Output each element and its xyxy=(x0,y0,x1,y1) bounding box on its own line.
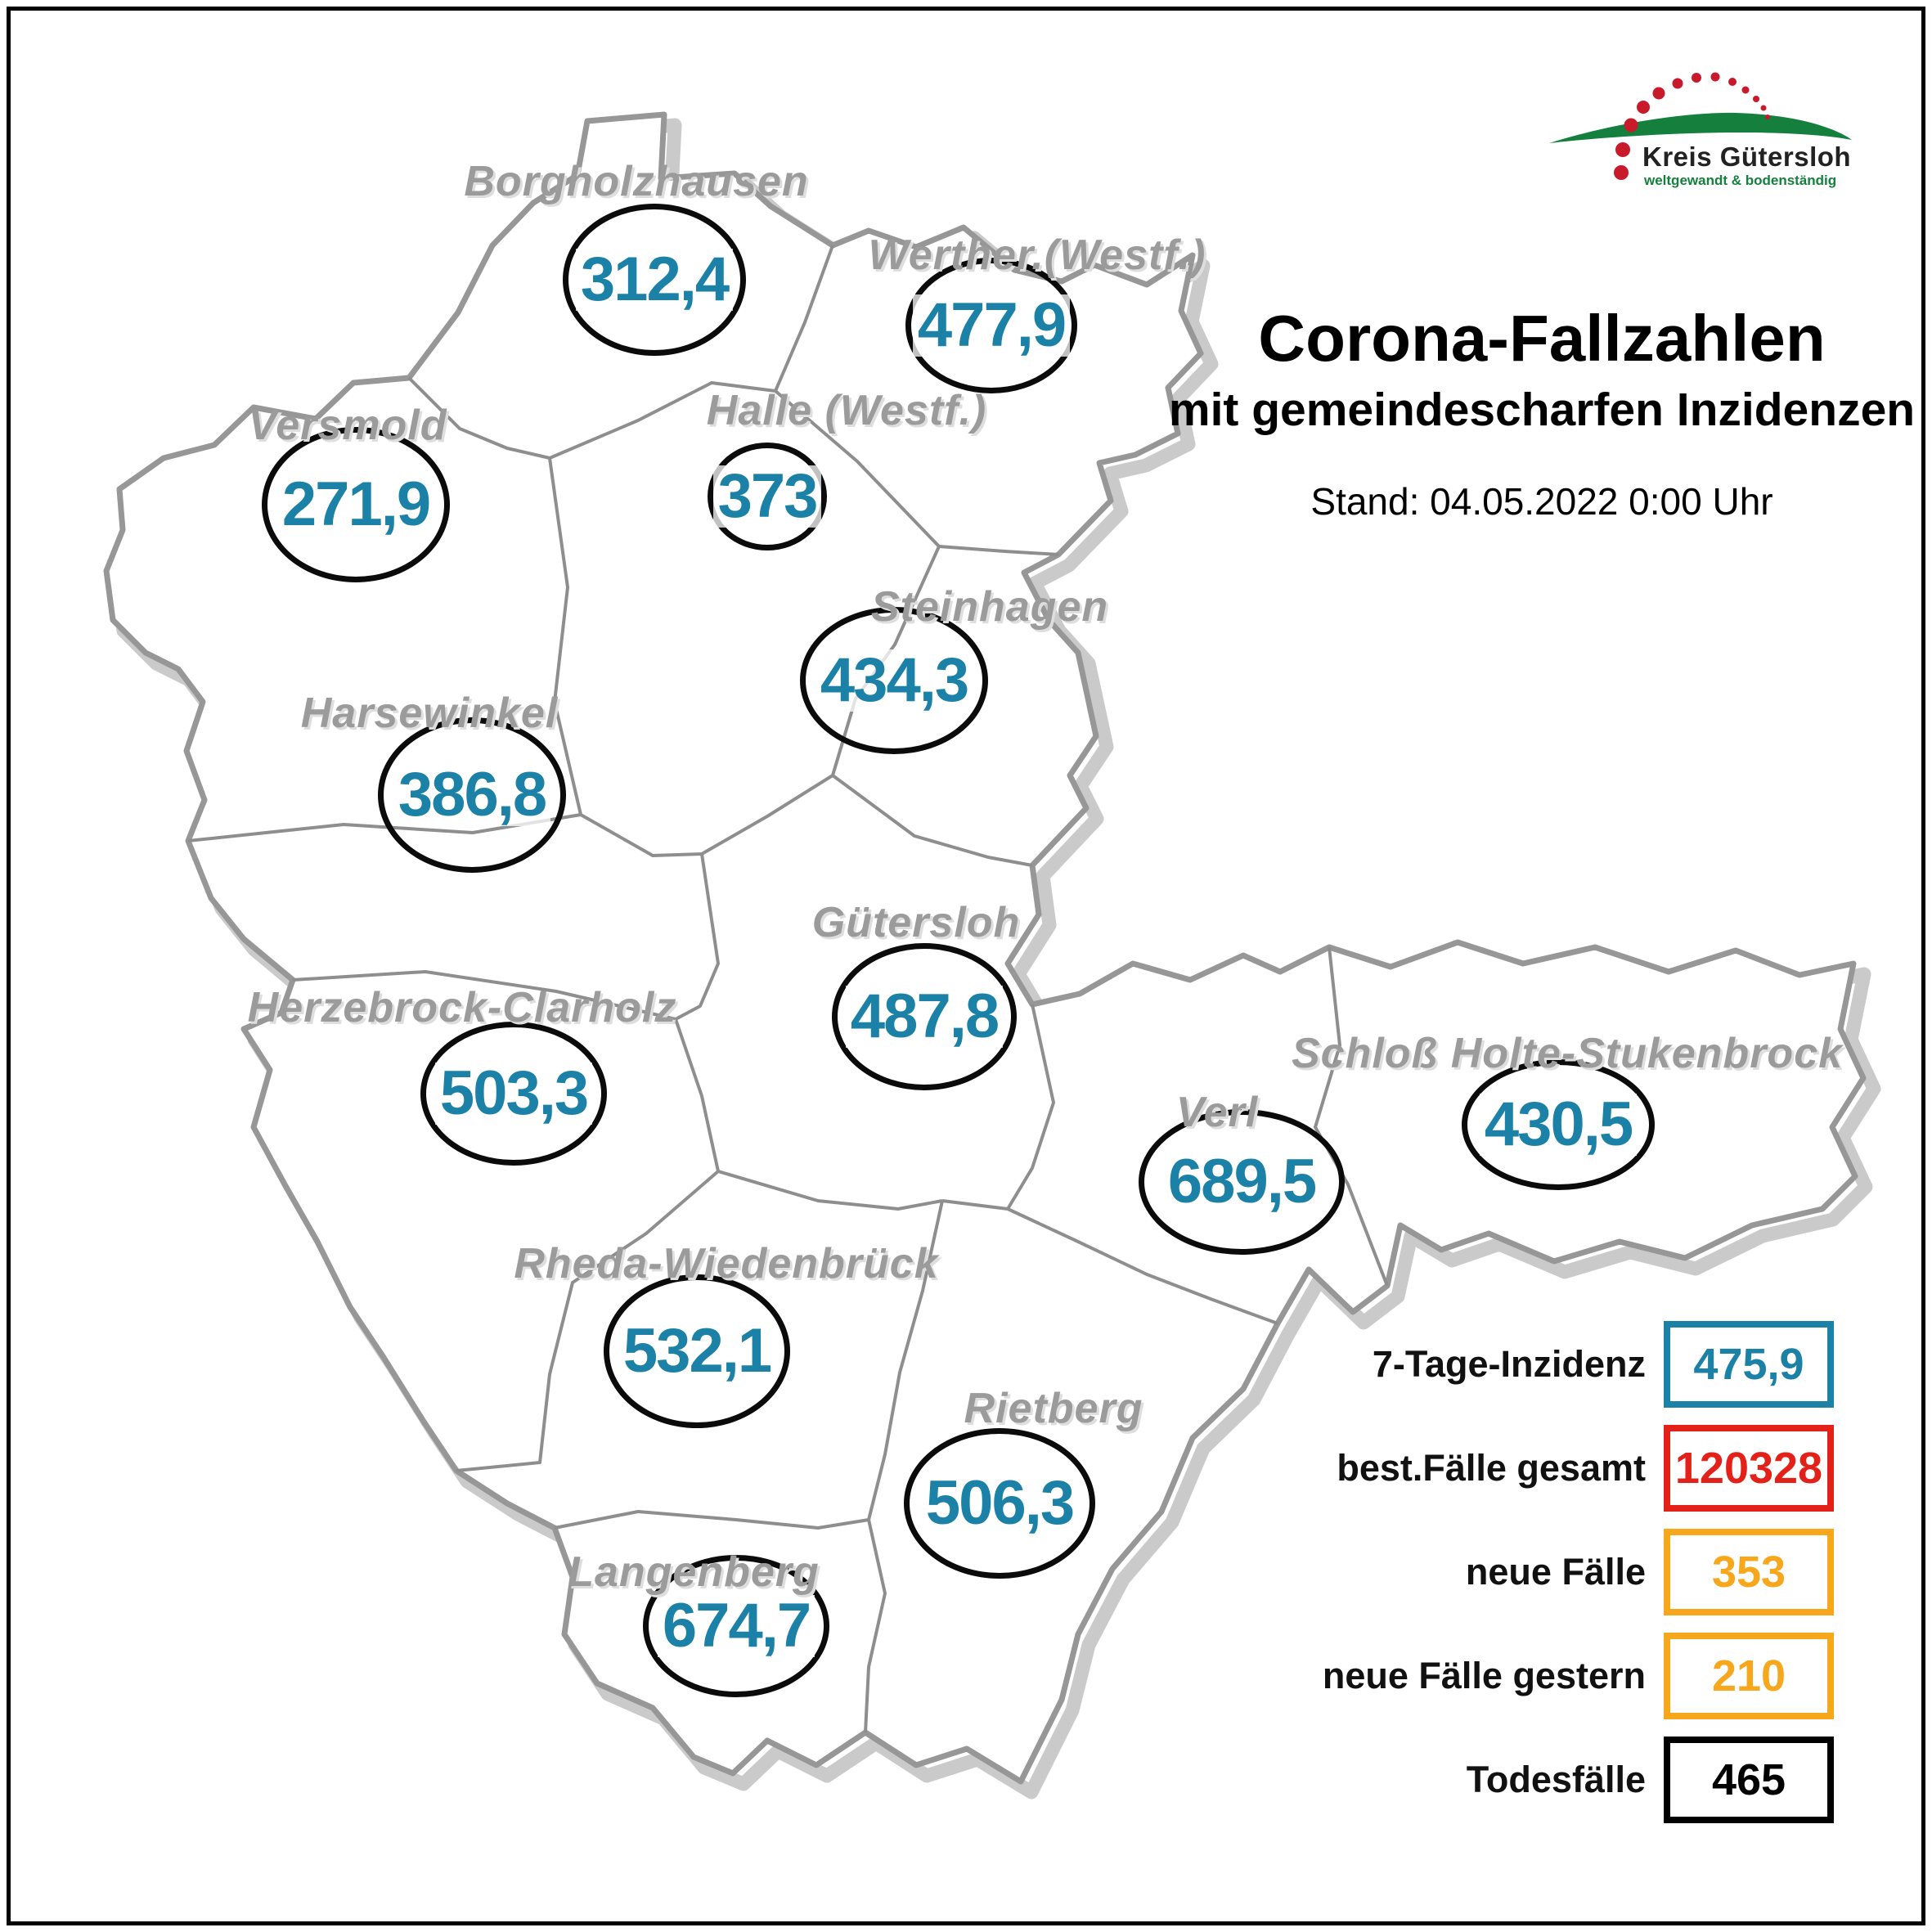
report-timestamp: Stand: 04.05.2022 0:00 Uhr xyxy=(1310,480,1773,523)
municipality-label: Herzebrock-Clarholz xyxy=(247,984,677,1031)
incidence-value: 271,9 xyxy=(276,474,435,536)
legend-label: best.Fälle gesamt xyxy=(1337,1447,1646,1489)
legend-label: 7-Tage-Inzidenz xyxy=(1372,1343,1646,1385)
incidence-ellipse: 487,8 xyxy=(832,943,1017,1090)
legend-value: 475,9 xyxy=(1693,1340,1804,1389)
legend-value-box: 475,9 xyxy=(1664,1321,1834,1408)
legend-row: neue Fälle gestern 210 xyxy=(1170,1633,1834,1719)
legend-value-box: 353 xyxy=(1664,1529,1834,1615)
logo-name: Kreis Gütersloh xyxy=(1642,142,1852,172)
municipality-label: Rietberg xyxy=(964,1385,1143,1432)
municipality-label: Harsewinkel xyxy=(300,690,559,737)
incidence-value: 312,4 xyxy=(575,249,734,311)
municipality-label: Versmold xyxy=(248,402,447,449)
municipality-label: Rheda-Wiedenbrück xyxy=(514,1240,939,1287)
incidence-value: 689,5 xyxy=(1162,1151,1321,1213)
incidence-ellipse: 312,4 xyxy=(563,204,746,356)
legend-value-box: 210 xyxy=(1664,1633,1834,1719)
logo-red-dots-arc xyxy=(1614,72,1770,180)
legend-row: 7-Tage-Inzidenz 475,9 xyxy=(1170,1321,1834,1408)
incidence-ellipse: 430,5 xyxy=(1462,1059,1655,1190)
legend-row: best.Fälle gesamt 120328 xyxy=(1170,1425,1834,1512)
incidence-value: 430,5 xyxy=(1479,1094,1638,1156)
municipality-label: Gütersloh xyxy=(811,899,1021,946)
page-subtitle: mit gemeindescharfen Inzidenzen xyxy=(1168,384,1916,436)
legend-value-box: 120328 xyxy=(1664,1425,1834,1512)
legend-label: neue Fälle gestern xyxy=(1322,1655,1646,1696)
legend-value-box: 465 xyxy=(1664,1737,1834,1823)
incidence-value: 373 xyxy=(712,465,822,528)
incidence-value: 477,9 xyxy=(912,294,1071,357)
incidence-ellipse: 386,8 xyxy=(378,717,566,873)
incidence-ellipse: 373 xyxy=(708,443,827,550)
incidence-value: 386,8 xyxy=(393,764,551,826)
incidence-value: 506,3 xyxy=(920,1472,1079,1534)
key-figures-legend: 7-Tage-Inzidenz 475,9 best.Fälle gesamt … xyxy=(1170,1321,1834,1840)
logo-graphic xyxy=(1549,72,1852,180)
legend-value: 120328 xyxy=(1674,1444,1823,1493)
municipality-label: Schloß Holte-Stukenbrock xyxy=(1291,1030,1844,1077)
municipality-label: Borgholzhausen xyxy=(464,158,809,205)
header: Corona-Fallzahlen mit gemeindescharfen I… xyxy=(1157,304,1926,523)
incidence-ellipse: 271,9 xyxy=(262,427,450,582)
legend-value: 465 xyxy=(1711,1755,1786,1804)
incidence-value: 487,8 xyxy=(845,986,1004,1048)
incidence-ellipse: 689,5 xyxy=(1139,1109,1345,1255)
incidence-ellipse: 434,3 xyxy=(800,607,988,754)
municipality-label: Halle (Westf.) xyxy=(706,387,987,434)
legend-value: 353 xyxy=(1711,1548,1786,1597)
page-title: Corona-Fallzahlen xyxy=(1258,302,1826,375)
logo-tagline: weltgewandt & bodenständig xyxy=(1644,173,1837,188)
incidence-value: 532,1 xyxy=(618,1320,776,1382)
incidence-ellipse: 477,9 xyxy=(905,258,1077,393)
municipality-label: Steinhagen xyxy=(870,583,1109,631)
legend-value: 210 xyxy=(1711,1651,1786,1701)
district-outline xyxy=(103,111,1867,1785)
legend-row: neue Fälle 353 xyxy=(1170,1529,1834,1615)
logo-green-swoosh xyxy=(1549,112,1852,143)
municipality-label: Werther.(Westf.) xyxy=(868,231,1206,279)
legend-label: neue Fälle xyxy=(1465,1551,1646,1593)
incidence-value: 674,7 xyxy=(657,1595,815,1657)
municipality-label: Langenberg xyxy=(568,1548,820,1596)
incidence-ellipse: 674,7 xyxy=(643,1555,829,1697)
legend-row: Todesfälle 465 xyxy=(1170,1737,1834,1823)
incidence-ellipse: 503,3 xyxy=(420,1022,607,1166)
municipality-label: Verl xyxy=(1175,1089,1259,1136)
legend-label: Todesfälle xyxy=(1466,1759,1646,1800)
kreis-guetersloh-logo: Kreis Gütersloh weltgewandt & bodenständ… xyxy=(1538,70,1906,225)
incidence-value: 434,3 xyxy=(815,649,973,712)
incidence-ellipse: 532,1 xyxy=(604,1274,790,1428)
incidence-ellipse: 506,3 xyxy=(904,1428,1095,1579)
incidence-value: 503,3 xyxy=(434,1063,593,1125)
